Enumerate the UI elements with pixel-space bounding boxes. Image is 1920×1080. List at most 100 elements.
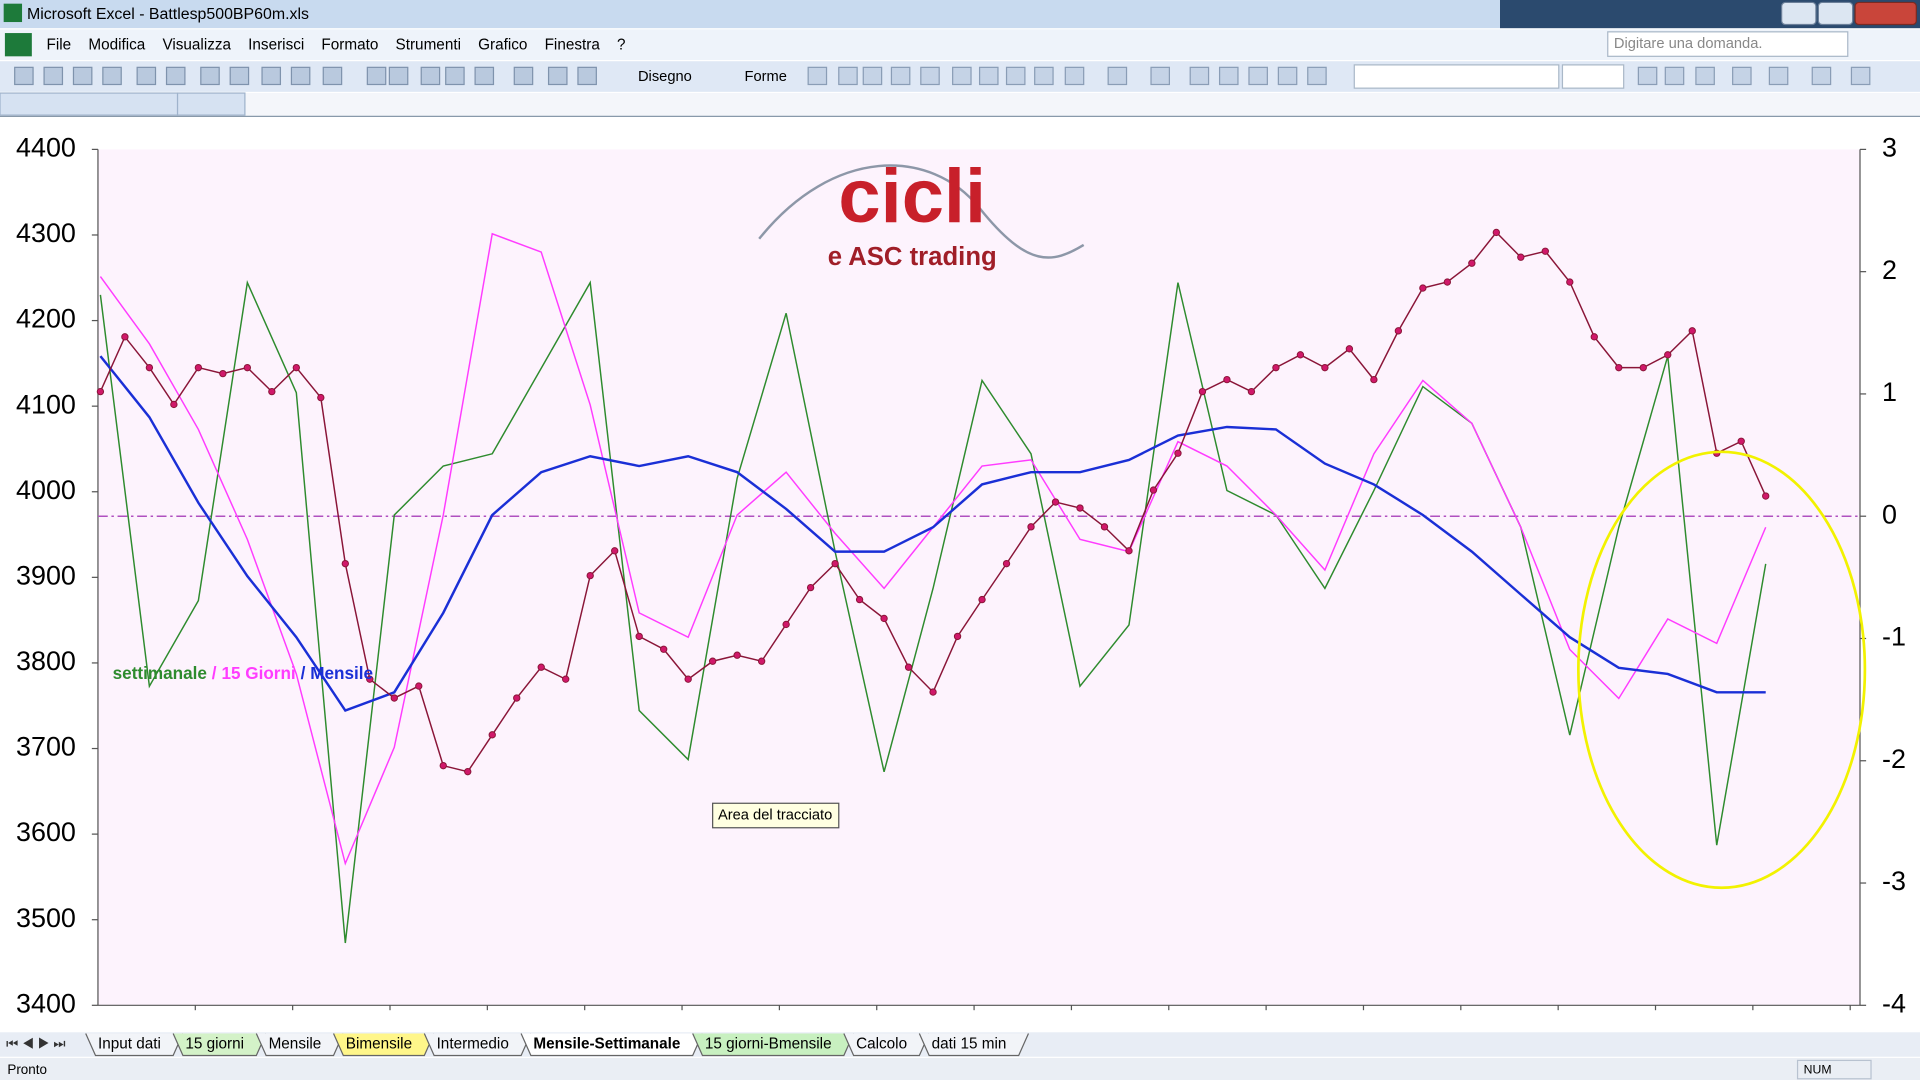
menu-item[interactable]: Strumenti — [396, 36, 461, 53]
toolbar-button[interactable] — [1811, 66, 1832, 86]
toolbar-button[interactable] — [388, 66, 409, 86]
data-point — [1664, 351, 1672, 359]
menu-item[interactable]: Finestra — [545, 36, 601, 53]
toolbar-button[interactable] — [547, 66, 568, 86]
menu-item[interactable]: Grafico — [478, 36, 527, 53]
minimize-button[interactable] — [1781, 1, 1817, 26]
toolbar-button[interactable] — [200, 66, 220, 86]
toolbar-button[interactable] — [807, 66, 828, 86]
num-panel — [1796, 1059, 1872, 1080]
help-box[interactable] — [1607, 31, 1849, 57]
data-point — [292, 363, 300, 372]
menu-item[interactable]: Visualizza — [162, 36, 231, 53]
data-point — [635, 632, 643, 641]
toolbar-button[interactable] — [1005, 66, 1026, 86]
sheet-tab-label[interactable]: Calcolo — [856, 1036, 907, 1053]
toolbar-button[interactable] — [1768, 66, 1789, 86]
data-point — [513, 694, 521, 702]
series-line — [99, 355, 1766, 713]
toolbar-button[interactable] — [920, 66, 940, 86]
menu-item[interactable]: Formato — [321, 36, 378, 53]
toolbar-button[interactable] — [229, 66, 250, 86]
toolbar-button[interactable] — [1189, 66, 1210, 86]
toolbar-button[interactable] — [1664, 66, 1685, 86]
toolbar-button[interactable] — [1107, 66, 1128, 86]
data-point — [1468, 259, 1476, 267]
menu-item[interactable]: Inserisci — [248, 36, 304, 53]
sheet-tab-label[interactable]: 15 giorni — [185, 1036, 244, 1053]
sheet-tab[interactable] — [918, 1033, 1030, 1057]
toolbar-button[interactable] — [290, 66, 311, 86]
sheet-tab-label[interactable]: 15 giorni-Bmensile — [705, 1036, 832, 1053]
toolbar-button[interactable] — [474, 66, 495, 86]
font-box[interactable] — [1353, 64, 1560, 89]
shapes-menu[interactable]: Forme — [744, 69, 786, 85]
toolbar-button[interactable] — [322, 66, 343, 86]
toolbar-button[interactable] — [1034, 66, 1054, 86]
menu-item[interactable]: Modifica — [88, 36, 145, 53]
toolbar-button[interactable] — [165, 66, 186, 86]
data-point — [1517, 253, 1525, 261]
toolbar-button[interactable] — [14, 66, 34, 86]
toolbar-button[interactable] — [1248, 66, 1268, 86]
toolbar-button[interactable] — [1850, 66, 1871, 86]
toolbar-button[interactable] — [1150, 66, 1170, 86]
toolbar-button[interactable] — [102, 66, 122, 86]
doc-icon[interactable] — [4, 33, 32, 57]
toolbar-button[interactable] — [1277, 66, 1298, 86]
toolbar-button[interactable] — [366, 66, 387, 86]
toolbar-button[interactable] — [952, 66, 972, 86]
data-point — [1639, 363, 1647, 372]
toolbar-button[interactable] — [261, 66, 282, 86]
data-point — [1615, 363, 1623, 372]
sheet-tab-label[interactable]: dati 15 min — [932, 1036, 1007, 1053]
toolbar-button[interactable] — [978, 66, 999, 86]
legend-separator: / — [212, 663, 217, 683]
sheet-tab-label[interactable]: Intermedio — [437, 1036, 509, 1053]
toolbar-button[interactable] — [890, 66, 911, 86]
toolbar-button[interactable] — [838, 66, 858, 86]
toolbar-button[interactable] — [1695, 66, 1715, 86]
toolbar-button[interactable] — [1637, 66, 1658, 86]
toolbar-button[interactable] — [1732, 66, 1752, 86]
data-point — [929, 688, 937, 696]
y-tick-label: 4200 — [16, 304, 76, 334]
sheet-tab-label[interactable]: Bimensile — [346, 1036, 412, 1053]
draw-menu[interactable]: Disegno — [638, 69, 692, 85]
legend-entry: Mensile — [310, 663, 373, 683]
data-point — [366, 675, 374, 683]
menu-item[interactable]: File — [47, 36, 72, 53]
y-tick-label: 4000 — [16, 475, 76, 505]
maximize-button[interactable] — [1817, 1, 1854, 26]
toolbar-button[interactable] — [862, 66, 883, 86]
toolbar-button[interactable] — [43, 66, 64, 86]
toolbar-button[interactable] — [577, 66, 597, 86]
data-point — [1051, 498, 1060, 506]
num-indicator: NUM — [1804, 1062, 1832, 1076]
toolbar-button[interactable] — [136, 66, 157, 86]
data-point — [194, 363, 203, 372]
toolbar-button[interactable] — [1218, 66, 1239, 86]
size-box[interactable] — [1561, 64, 1625, 89]
sheet-tab-label[interactable]: Input dati — [98, 1036, 161, 1053]
help-box-text: Digitare una domanda. — [1614, 36, 1763, 52]
name-box[interactable] — [0, 92, 179, 116]
toolbar-button[interactable] — [420, 66, 441, 86]
toolbar-button[interactable] — [1307, 66, 1327, 86]
data-point — [904, 663, 913, 671]
toolbar-button[interactable] — [1064, 66, 1085, 86]
menu-item[interactable]: ? — [617, 36, 626, 53]
sheet-tab-label[interactable]: Mensile — [269, 1036, 322, 1053]
data-point — [1443, 278, 1452, 286]
toolbar-button[interactable] — [72, 66, 93, 86]
data-point — [953, 632, 962, 641]
data-point — [660, 645, 668, 653]
close-button[interactable] — [1854, 1, 1917, 26]
fx-button[interactable] — [176, 92, 246, 116]
sheet-tab-label[interactable]: Mensile-Settimanale — [533, 1036, 680, 1053]
toolbar-button[interactable] — [513, 66, 534, 86]
data-point — [831, 559, 839, 568]
tab-nav[interactable]: ⏮ ◀ ▶ ⏭ — [6, 1036, 65, 1051]
toolbar-button[interactable] — [445, 66, 465, 86]
window-title: Microsoft Excel - Battlesp500BP60m.xls — [27, 6, 309, 23]
